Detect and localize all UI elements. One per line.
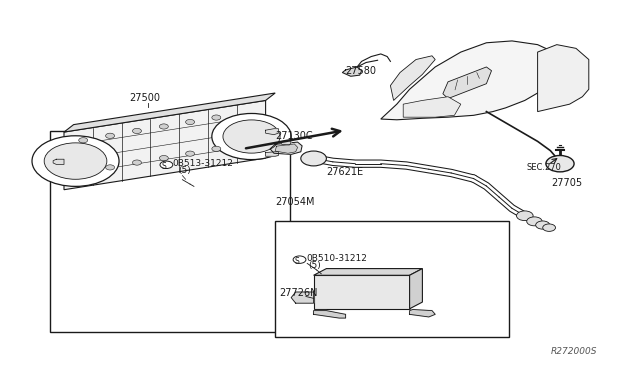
Circle shape [543, 224, 556, 231]
Polygon shape [342, 67, 362, 76]
Bar [275, 221, 509, 337]
Text: 27500: 27500 [129, 93, 160, 103]
Circle shape [516, 211, 533, 221]
Circle shape [212, 113, 291, 160]
Text: 27726N: 27726N [280, 288, 318, 298]
Circle shape [32, 136, 119, 186]
Text: S: S [294, 257, 300, 266]
Polygon shape [403, 97, 461, 117]
Text: 27705: 27705 [552, 178, 583, 188]
Polygon shape [538, 45, 589, 112]
Circle shape [160, 161, 173, 169]
Circle shape [132, 128, 141, 134]
Polygon shape [270, 142, 302, 154]
Circle shape [159, 155, 168, 161]
Circle shape [536, 221, 550, 229]
Polygon shape [291, 292, 314, 303]
Polygon shape [410, 310, 435, 317]
Circle shape [212, 146, 221, 151]
Circle shape [44, 143, 107, 179]
Polygon shape [275, 144, 298, 153]
Circle shape [301, 151, 326, 166]
Polygon shape [443, 67, 492, 99]
Circle shape [223, 120, 280, 153]
Polygon shape [64, 100, 266, 190]
Circle shape [186, 151, 195, 156]
Bar [50, 131, 290, 332]
Text: 0B513-31212: 0B513-31212 [173, 159, 234, 168]
Polygon shape [266, 129, 278, 135]
Polygon shape [410, 269, 422, 309]
Polygon shape [282, 140, 291, 145]
Text: 27130C: 27130C [275, 131, 313, 141]
Text: (5): (5) [308, 261, 321, 270]
Text: 0B510-31212: 0B510-31212 [306, 254, 367, 263]
Circle shape [159, 124, 168, 129]
Text: 27621E: 27621E [326, 167, 364, 177]
Circle shape [293, 256, 306, 263]
Text: (5): (5) [178, 166, 191, 174]
Text: 27054M: 27054M [275, 196, 315, 206]
Circle shape [132, 160, 141, 165]
Polygon shape [314, 275, 410, 309]
Circle shape [106, 165, 115, 170]
Polygon shape [266, 152, 278, 156]
Polygon shape [314, 269, 422, 275]
Text: R272000S: R272000S [550, 347, 597, 356]
Polygon shape [314, 311, 346, 318]
Circle shape [527, 217, 542, 226]
Text: 27580: 27580 [346, 65, 376, 76]
Circle shape [106, 133, 115, 138]
Polygon shape [53, 159, 64, 164]
Circle shape [79, 169, 88, 174]
Text: S: S [161, 162, 166, 171]
Circle shape [186, 119, 195, 125]
Polygon shape [390, 56, 435, 100]
Circle shape [212, 115, 221, 120]
Polygon shape [64, 93, 275, 132]
Text: SEC.270: SEC.270 [526, 163, 561, 172]
Circle shape [79, 138, 88, 143]
Circle shape [546, 155, 574, 172]
Polygon shape [381, 41, 557, 120]
